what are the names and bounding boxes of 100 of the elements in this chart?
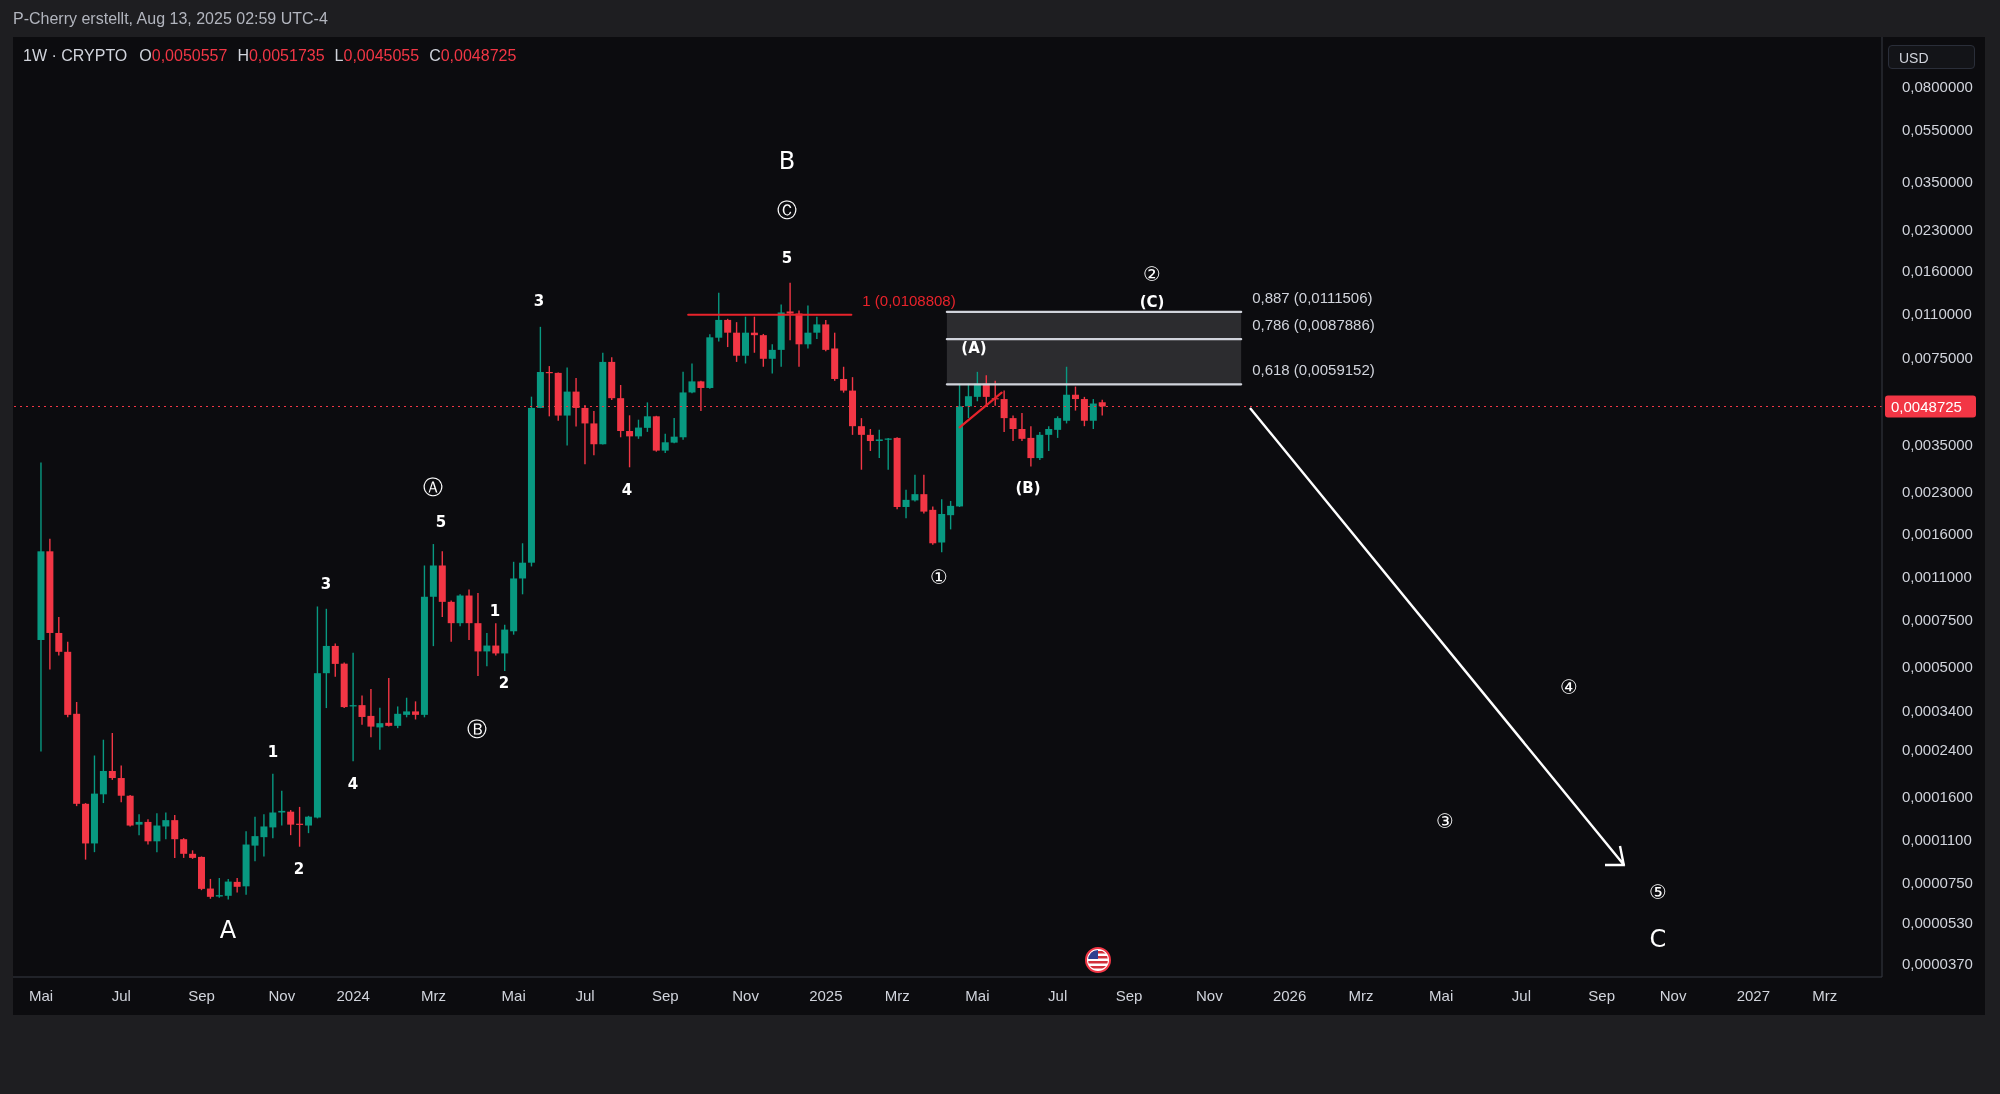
candlestick bbox=[278, 790, 286, 827]
x-tick-label: Mrz bbox=[1812, 986, 1838, 1004]
candlestick bbox=[563, 366, 571, 447]
candlestick bbox=[661, 432, 669, 454]
y-tick-label: 0,0000370 bbox=[1902, 954, 1973, 972]
series-label: 0,887 (0,0111506) bbox=[1252, 288, 1373, 306]
x-tick-label: Sep bbox=[1115, 986, 1143, 1004]
annotation: C bbox=[1649, 924, 1667, 953]
y-tick-label: 0,0230000 bbox=[1902, 220, 1973, 238]
annotation: 3 bbox=[533, 291, 545, 310]
y-tick-label: 0,0003400 bbox=[1902, 701, 1973, 719]
series-label: 0,618 (0,0059152) bbox=[1252, 361, 1375, 379]
candlestick bbox=[626, 414, 634, 468]
candlestick bbox=[162, 811, 170, 840]
annotation: B bbox=[778, 146, 796, 175]
candlestick bbox=[135, 813, 143, 836]
annotation: 3 bbox=[320, 574, 332, 593]
x-tick-label: Sep bbox=[651, 986, 679, 1004]
candlestick bbox=[1009, 414, 1017, 442]
x-tick-label: Mrz bbox=[420, 986, 446, 1004]
candlestick bbox=[786, 282, 794, 341]
annotation: 5 bbox=[781, 248, 793, 267]
candlestick bbox=[233, 877, 241, 894]
x-tick-label: Jul bbox=[1511, 986, 1532, 1004]
annotation: (C) bbox=[1139, 292, 1165, 311]
candlestick bbox=[153, 812, 161, 853]
candlestick bbox=[55, 616, 63, 657]
x-tick-label: 2024 bbox=[336, 986, 370, 1004]
candlestick bbox=[1027, 425, 1035, 468]
candlestick bbox=[117, 764, 125, 803]
candlestick bbox=[947, 500, 955, 531]
candlestick bbox=[144, 818, 152, 846]
candlestick bbox=[171, 814, 179, 859]
candlestick bbox=[287, 809, 295, 836]
annotation: Ⓑ bbox=[467, 717, 487, 741]
candlestick bbox=[1045, 425, 1053, 452]
annotation: Ⓐ bbox=[423, 475, 443, 499]
x-tick-label: 2026 bbox=[1272, 986, 1307, 1004]
y-tick-label: 0,0001100 bbox=[1902, 830, 1972, 848]
ref-line-label: 0,0048725 bbox=[1891, 397, 1962, 415]
candlestick bbox=[1089, 398, 1097, 430]
candlestick bbox=[813, 315, 821, 340]
annotation: ③ bbox=[1436, 809, 1454, 833]
y-tick-label: 0,0800000 bbox=[1902, 78, 1973, 96]
candlestick bbox=[840, 366, 848, 394]
annotation: ⑤ bbox=[1649, 880, 1667, 904]
annotation: ④ bbox=[1560, 675, 1578, 699]
annotation: 1 bbox=[489, 601, 501, 620]
x-tick-label: Nov bbox=[1195, 986, 1224, 1004]
candlestick bbox=[1054, 415, 1062, 439]
candlestick bbox=[643, 401, 651, 433]
candlestick bbox=[724, 318, 732, 348]
x-tick-label: Mrz bbox=[1348, 986, 1374, 1004]
y-tick-label: 0,0035000 bbox=[1902, 435, 1973, 453]
candlestick bbox=[376, 707, 384, 751]
annotation: ① bbox=[930, 565, 948, 589]
candlestick bbox=[447, 599, 455, 643]
y-tick-label: 0,0023000 bbox=[1902, 483, 1973, 501]
y-tick-label: 0,0000750 bbox=[1902, 874, 1973, 892]
candlestick bbox=[385, 677, 393, 728]
candlestick bbox=[733, 321, 741, 363]
candlestick bbox=[269, 773, 277, 839]
candlestick bbox=[911, 474, 919, 503]
annotation: 4 bbox=[621, 480, 633, 499]
x-tick-label: Mai bbox=[501, 986, 526, 1004]
text: 1W · CRYPTO bbox=[23, 47, 128, 64]
x-tick-label: Mai bbox=[965, 986, 990, 1004]
y-tick-label: 0,0002400 bbox=[1902, 741, 1973, 759]
annotation: (A) bbox=[961, 338, 987, 357]
x-tick-label: Mai bbox=[28, 986, 54, 1004]
y-tick-label: 0,0160000 bbox=[1902, 262, 1973, 280]
x-tick-label: Mrz bbox=[884, 986, 910, 1004]
y-tick-label: 0,0001600 bbox=[1902, 787, 1973, 805]
candlestick bbox=[857, 417, 865, 471]
x-tick-label: 2025 bbox=[809, 986, 843, 1004]
candlestick bbox=[331, 642, 339, 678]
y-axis-title: USD bbox=[1888, 45, 1975, 69]
x-tick-label: 2027 bbox=[1736, 986, 1771, 1004]
annotation: (B) bbox=[1015, 478, 1041, 497]
y-tick-label: 0,0550000 bbox=[1902, 121, 1973, 139]
candlestick bbox=[519, 542, 527, 596]
text: O0,0050557 H0,0051735 L0,0045055 C0,0048725 bbox=[139, 47, 517, 64]
candlestick bbox=[759, 333, 767, 368]
annotation: 1 bbox=[267, 742, 279, 761]
y-tick-label: 0,0011000 bbox=[1902, 567, 1972, 585]
candlestick bbox=[973, 371, 981, 402]
series-label: 0,786 (0,0087886) bbox=[1252, 316, 1375, 334]
series-label: 1 (0,0108808) bbox=[862, 291, 956, 309]
candlestick bbox=[804, 304, 812, 350]
candlestick bbox=[715, 292, 723, 343]
candlestick bbox=[108, 732, 116, 781]
candlestick bbox=[634, 418, 642, 440]
x-tick-label: Nov bbox=[1659, 986, 1687, 1004]
y-tick-label: 0,0007500 bbox=[1902, 611, 1973, 629]
annotation: 4 bbox=[347, 774, 359, 793]
candlestick bbox=[688, 362, 696, 394]
candlestick bbox=[590, 410, 598, 456]
annotation: 2 bbox=[293, 859, 305, 878]
x-tick-label: Nov bbox=[268, 986, 296, 1004]
candlestick bbox=[224, 878, 232, 901]
